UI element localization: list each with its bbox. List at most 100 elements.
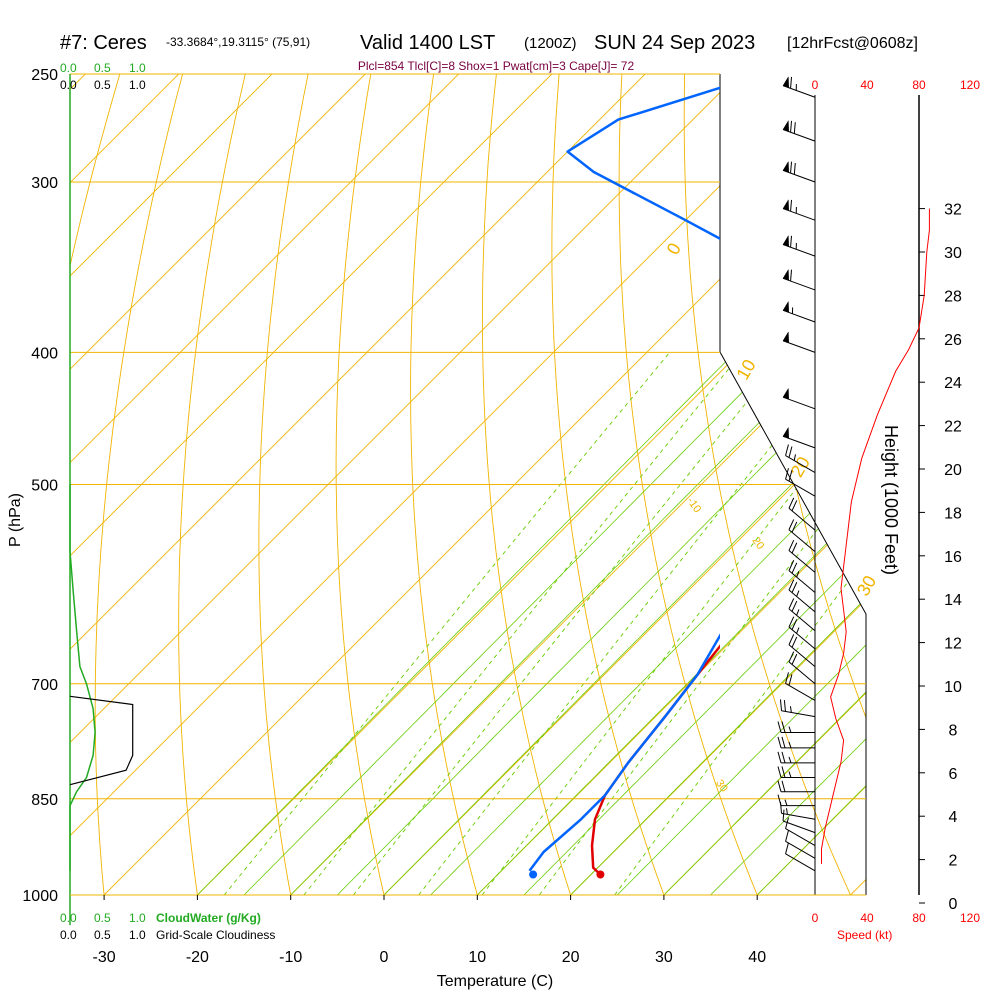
- moist-adiabat-line: [477, 74, 866, 895]
- moist-adiabat-line: [710, 74, 866, 895]
- wind-barb-half: [796, 609, 800, 616]
- isotherm-line: [850, 74, 866, 895]
- height-tick-label: 6: [949, 766, 958, 783]
- pressure-tick-label: 700: [31, 677, 58, 694]
- height-tick-label: 0: [949, 896, 958, 913]
- pressure-tick-label: 400: [31, 345, 58, 362]
- isotherm-line: [70, 74, 866, 895]
- wind-barb-staff: [788, 608, 816, 632]
- mixing-ratio-line: [223, 352, 671, 895]
- height-tick-label: 16: [944, 549, 962, 566]
- cloudiness-line: [69, 695, 134, 786]
- wind-barb-full: [793, 122, 796, 134]
- wind-barb-staff: [788, 626, 816, 650]
- wind-barb-flag: [782, 300, 789, 313]
- dry-adiabat-line: [70, 74, 162, 895]
- height-tick-label: 30: [944, 245, 962, 262]
- moist-adiabat-line: [663, 74, 866, 895]
- wind-barb-full: [777, 766, 782, 778]
- outer-isotherm-label: 10: [732, 356, 759, 383]
- isotherm-line: [663, 74, 866, 895]
- wind-barb-full: [790, 120, 793, 133]
- wind-barb-half: [788, 756, 792, 764]
- wind-barb-half: [788, 771, 792, 778]
- wind-barb-full: [788, 560, 795, 571]
- height-tick-label: 2: [949, 853, 958, 870]
- bottom-cloudwater-tick-2: 1.0: [129, 911, 146, 925]
- height-tick-label: 18: [944, 505, 962, 522]
- surface-temperature-dot: [596, 870, 605, 879]
- pressure-tick-label: 500: [31, 478, 58, 495]
- speed-top-tick-0: 0: [812, 78, 819, 92]
- isotherm-line: [70, 74, 722, 895]
- wind-barb-full: [781, 780, 786, 792]
- speed-top-tick-120: 120: [960, 78, 980, 92]
- title-valid: Valid 1400 LST: [360, 32, 495, 54]
- dry-adiabat-line: [481, 74, 572, 895]
- height-tick-label: 26: [944, 332, 962, 349]
- isotherm-line: [70, 74, 536, 895]
- wind-barb-flag: [782, 234, 789, 247]
- top-cloudiness-tick-0: 0.0: [60, 78, 77, 92]
- height-tick-label: 32: [944, 202, 962, 219]
- bottom-cloudiness-tick-1: 0.5: [94, 928, 111, 942]
- wind-barb: [782, 234, 816, 257]
- wind-barb-staff: [785, 478, 816, 497]
- isotherm-line: [70, 74, 866, 895]
- top-cloudwater-tick-1: 0.5: [94, 61, 111, 75]
- bottom-cloudiness-tick-2: 1.0: [129, 928, 146, 942]
- x-axis-label: Temperature (C): [437, 973, 553, 990]
- bottom-cloudiness-tick-0: 0.0: [60, 928, 77, 942]
- wind-barb-flag: [782, 119, 789, 132]
- wind-barb: [779, 699, 816, 718]
- isotherm-line: [756, 74, 866, 895]
- dewpoint-line: [528, 86, 720, 872]
- height-tick-label: 22: [944, 419, 962, 436]
- wind-barb: [785, 830, 816, 859]
- surface-dewpoint-dot: [529, 870, 538, 879]
- dry-adiabat-line: [808, 74, 866, 895]
- top-cloudiness-tick-2: 1.0: [129, 78, 146, 92]
- wind-barb-full: [790, 235, 793, 248]
- mixing-ratio-label: 5: [413, 903, 429, 916]
- wind-barb-full: [777, 736, 782, 748]
- height-tick-label: 8: [949, 722, 958, 739]
- pressure-tick-label: 850: [31, 792, 58, 809]
- dry-adiabat-line: [746, 74, 866, 895]
- wind-barb-staff: [785, 840, 816, 859]
- wind-barb-full: [781, 766, 786, 778]
- wind-barb-flag: [782, 76, 789, 89]
- wind-barb-full: [777, 751, 782, 763]
- dry-adiabat-line: [618, 74, 758, 895]
- dry-adiabat-line: [258, 74, 339, 895]
- title-z: (1200Z): [524, 35, 577, 52]
- moist-adiabat-line: [523, 74, 866, 895]
- wind-barb: [782, 160, 816, 183]
- wind-barb: [788, 539, 816, 573]
- wind-barb-staff: [785, 853, 816, 872]
- wind-barb-flag: [782, 268, 789, 281]
- wind-barb-staff: [785, 828, 816, 847]
- dry-adiabat-line: [927, 0, 1000, 895]
- wind-barb: [785, 842, 816, 872]
- wind-barb: [782, 426, 816, 449]
- outer-isotherm-label: 0: [663, 239, 685, 258]
- wind-barb-staff: [785, 455, 816, 473]
- wind-barb-flag: [782, 160, 789, 173]
- wind-barb-half: [793, 454, 796, 461]
- wind-barb-flag: [782, 426, 789, 439]
- axes: -30 -20 -10 0 10 20 30 40: [70, 894, 866, 966]
- wind-barb: [782, 300, 816, 323]
- height-tick-label: 28: [944, 288, 962, 305]
- dry-adiabat-line: [335, 74, 398, 895]
- wind-barb: [782, 76, 816, 98]
- moist-adiabat-line: [756, 74, 866, 895]
- x-tick-label: -30: [93, 949, 116, 966]
- wind-barb-full: [788, 634, 795, 645]
- dry-adiabat-line: [178, 74, 280, 895]
- wind-barb-half: [788, 726, 792, 733]
- wind-barb-full: [790, 76, 793, 89]
- mixing-ratio-label: 8: [477, 903, 493, 916]
- wind-barb-staff: [788, 644, 816, 667]
